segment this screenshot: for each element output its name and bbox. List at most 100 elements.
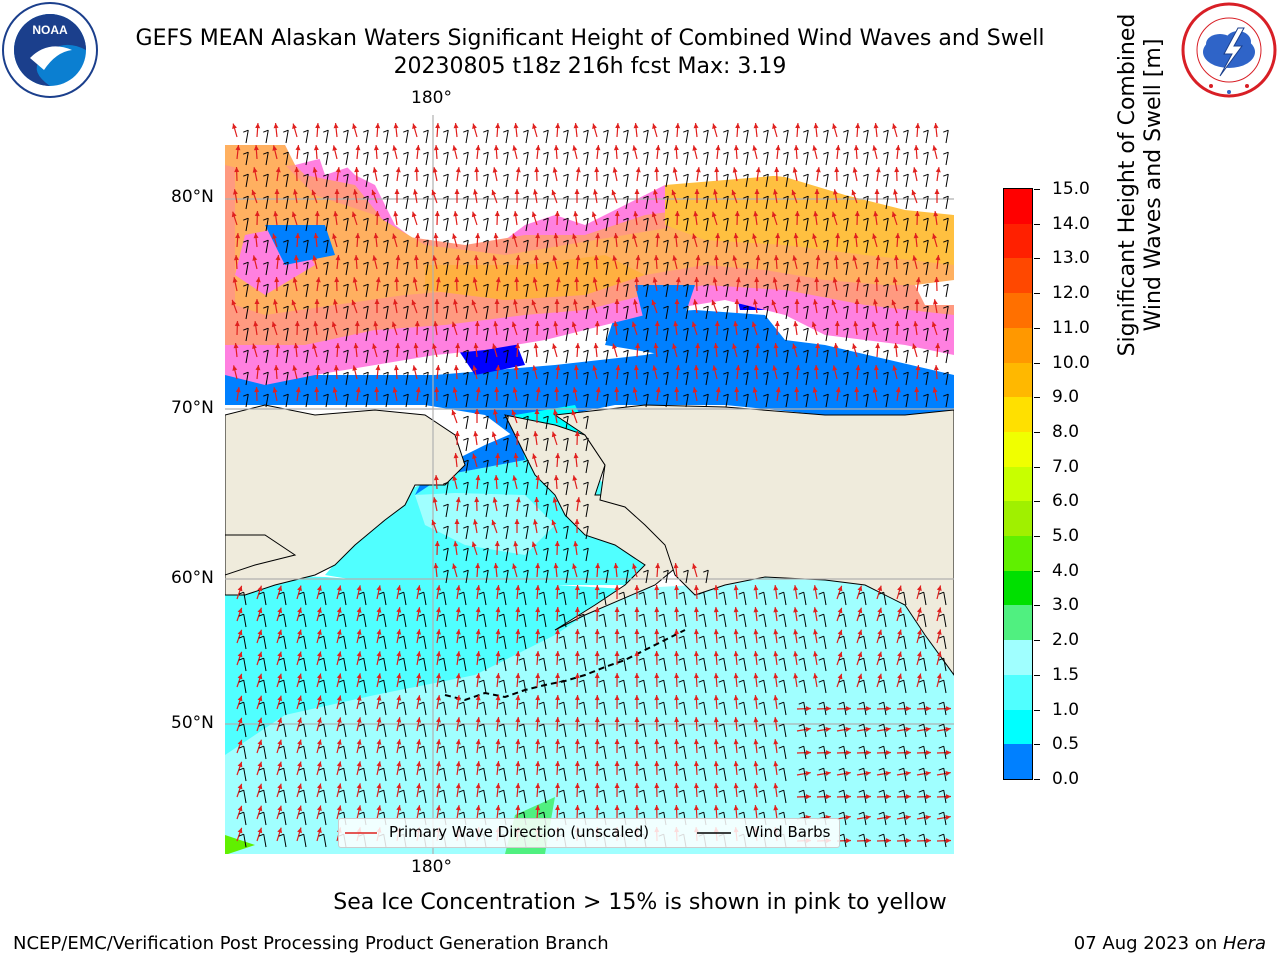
wind-barb (865, 196, 869, 210)
wind-barb (945, 372, 949, 386)
wind-barb-flag (918, 635, 924, 639)
wind-barb (425, 196, 429, 210)
wind-barb (943, 592, 947, 606)
wind-barb (445, 196, 449, 210)
wind-barb-flag (883, 239, 889, 243)
wind-barb-flag (403, 129, 409, 133)
wind-barb (785, 152, 789, 166)
wind-barb (805, 152, 809, 166)
wind-barb-flag (798, 635, 804, 639)
wave-arrow-head (356, 695, 362, 701)
wave-arrow-head (392, 233, 397, 240)
wave-arrow-head (292, 189, 298, 195)
wind-barb-flag (498, 657, 504, 661)
wave-arrow-head (574, 519, 580, 524)
wave-arrow-head (376, 739, 382, 745)
wind-barb-flag (403, 371, 409, 375)
wind-barb (645, 240, 649, 254)
wave-arrow-head (892, 365, 898, 371)
wave-arrow-head (257, 783, 263, 790)
wind-barb-flag (683, 327, 689, 331)
wind-barb-flag (903, 195, 909, 199)
wave-arrow-head (475, 145, 481, 151)
wind-barb-flag (418, 635, 424, 639)
wind-barb (463, 636, 467, 650)
wind-barb (743, 724, 747, 738)
wind-barb-flag (918, 767, 924, 771)
wave-arrow-head (794, 299, 800, 304)
wind-barb-flag (318, 811, 324, 815)
wave-arrow-head (512, 475, 518, 481)
wind-barb-flag (538, 679, 544, 683)
wind-barb-flag (298, 723, 304, 727)
wind-barb (945, 196, 949, 210)
wave-arrow-head (376, 673, 382, 679)
wave-arrow-head (272, 233, 277, 240)
wave-arrow-head (313, 233, 319, 239)
wind-barb-flag (698, 657, 704, 661)
wave-arrow-head (455, 739, 461, 745)
wind-barb-flag (663, 151, 669, 155)
wind-barb-flag (383, 129, 389, 133)
wind-barb-flag (423, 217, 429, 221)
wind-barb-flag (238, 613, 244, 617)
wind-barb (283, 790, 287, 804)
wind-barb (723, 636, 727, 650)
wind-barb (685, 394, 689, 408)
wind-barb (725, 262, 729, 276)
wind-barb-flag (563, 481, 569, 485)
wind-barb (545, 152, 549, 166)
wave-arrow-head (873, 365, 879, 371)
wind-barb (385, 328, 389, 342)
wave-arrow-head (733, 783, 739, 789)
wind-barb-flag (678, 789, 684, 793)
wind-barb (703, 768, 707, 782)
wind-barb (623, 724, 627, 738)
wind-barb (685, 152, 689, 166)
wind-barb-flag (743, 349, 749, 353)
wave-arrow-head (555, 453, 561, 459)
wind-barb-flag (858, 767, 864, 771)
wind-barb-flag (743, 283, 749, 287)
wind-barb (565, 350, 569, 364)
wind-barb-flag (598, 811, 604, 815)
wave-arrow-head (845, 726, 851, 732)
wind-barb-flag (283, 327, 289, 331)
wave-arrow-head (316, 607, 322, 613)
wind-barb-flag (478, 767, 484, 771)
wave-arrow-head (773, 585, 779, 591)
wind-barb-flag (658, 613, 664, 617)
wind-barb-flag (283, 173, 289, 177)
wind-barb (865, 394, 869, 408)
wind-barb-flag (863, 393, 869, 397)
wind-barb (623, 790, 627, 804)
wind-barb (883, 812, 887, 826)
wave-arrow-head (375, 277, 381, 283)
wind-barb (923, 592, 927, 606)
wind-barb (323, 812, 327, 826)
colorbar-segment (1004, 431, 1032, 468)
wind-barb-flag (523, 503, 529, 507)
wind-barb-flag (238, 635, 244, 639)
wind-barb (585, 262, 589, 276)
wind-barb (585, 526, 589, 540)
wind-barb-flag (263, 305, 269, 309)
wind-barb (883, 592, 887, 606)
wave-arrow-head (655, 387, 661, 393)
map-panel (225, 115, 954, 854)
wind-barb-flag (263, 393, 269, 397)
wind-barb (243, 746, 247, 760)
wave-arrow-head (412, 365, 418, 371)
wave-arrow-head (793, 585, 799, 591)
svg-text:NOAA: NOAA (32, 23, 68, 37)
wind-barb (303, 724, 307, 738)
wind-barb-flag (758, 679, 764, 683)
wave-arrow-head (914, 387, 920, 393)
wind-barb (883, 658, 887, 672)
wind-barb-flag (423, 173, 429, 177)
wind-barb-flag (683, 371, 689, 375)
wind-barb (903, 746, 907, 760)
wave-arrow-head (773, 343, 779, 349)
wind-barb-flag (438, 657, 444, 661)
wave-arrow-head (793, 673, 799, 679)
